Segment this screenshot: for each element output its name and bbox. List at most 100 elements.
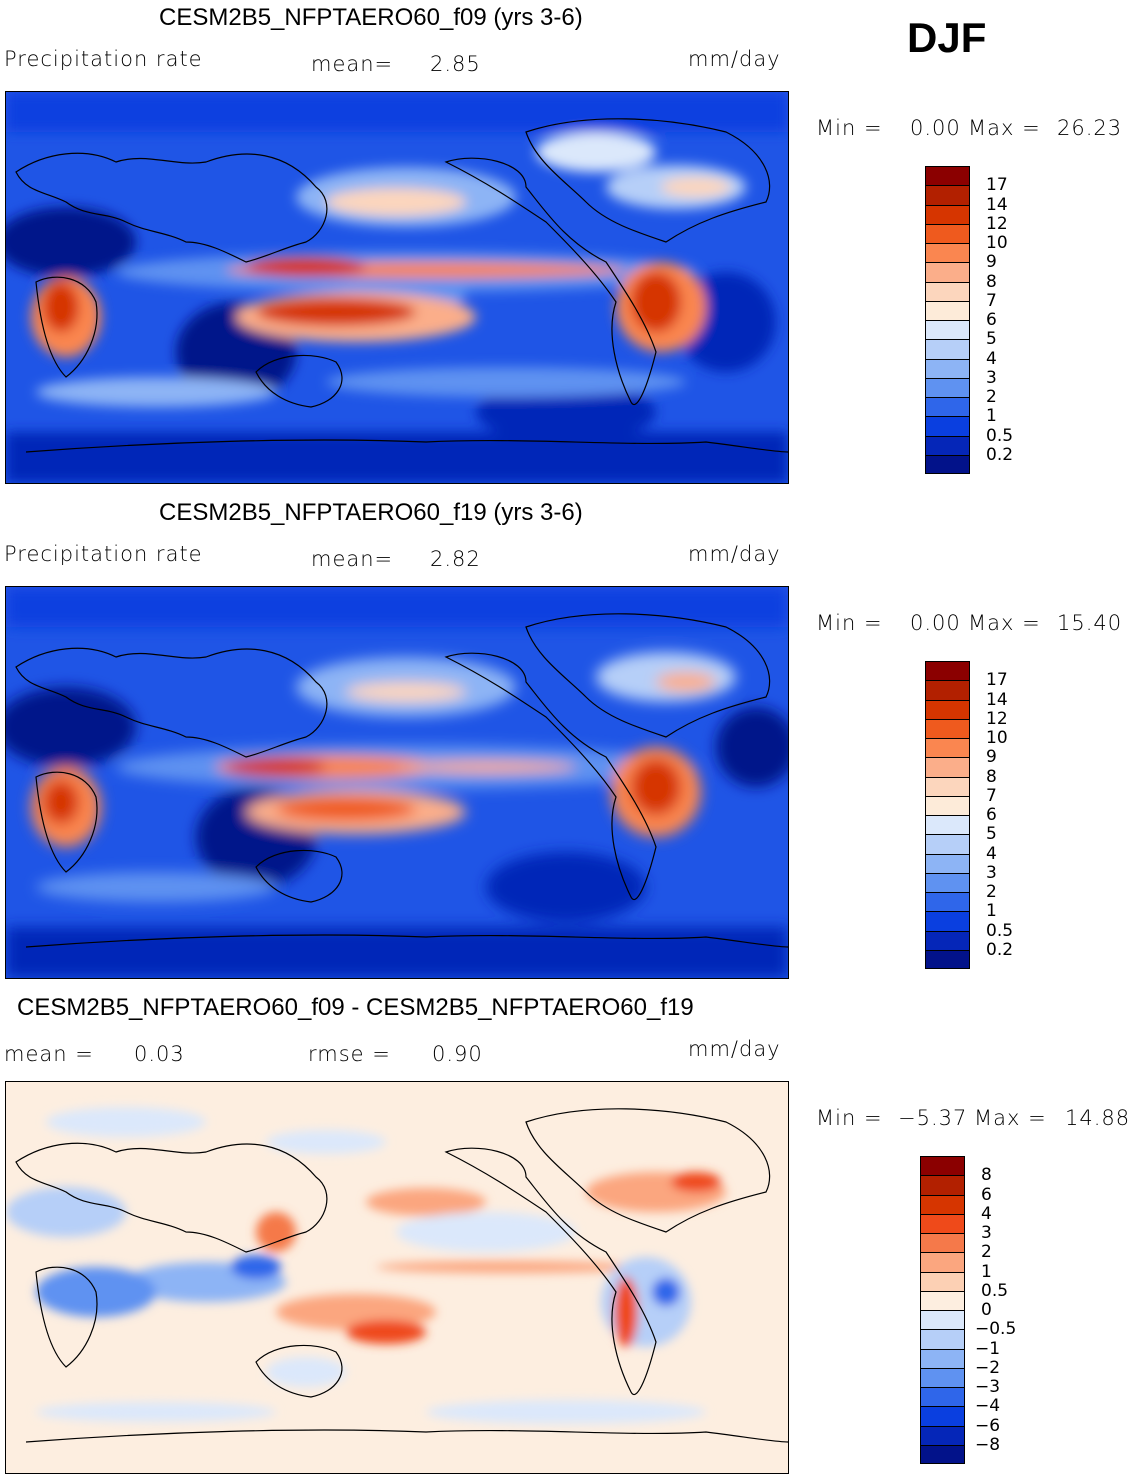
colorbar-tick-label: 5 <box>986 329 997 350</box>
colorbar-swatch <box>925 815 970 835</box>
panel-middle-max-value: 15.40 <box>1057 611 1123 635</box>
colorbar-tick-label: 0.2 <box>986 444 1014 465</box>
colorbar-swatch <box>925 339 970 359</box>
colorbar-swatch <box>920 1444 965 1464</box>
colorbar-tick-label: −4 <box>975 1396 1001 1417</box>
colorbar-swatch <box>925 680 970 700</box>
colorbar-swatch <box>920 1367 965 1387</box>
panel-top-mean-label: mean= <box>311 52 394 76</box>
panel-diff-min-value: −5.37 <box>898 1106 968 1130</box>
panel-middle-variable: Precipitation rate <box>4 542 203 566</box>
colorbar-swatch <box>925 738 970 758</box>
colorbar-tick-label: −1 <box>975 1338 1001 1359</box>
panel-top-variable: Precipitation rate <box>4 47 203 71</box>
colorbar-tick-label: 1 <box>986 406 997 427</box>
colorbar-tick-label: 2 <box>986 387 997 407</box>
panel-diff-max-label: Max = <box>974 1106 1047 1130</box>
colorbar-tick-label: 14 <box>986 194 1008 215</box>
panel-top-map-svg <box>6 92 788 483</box>
colorbar-tick-label: 2 <box>981 1242 992 1263</box>
colorbar-swatch <box>925 757 970 777</box>
colorbar-tick-label: 17 <box>986 175 1008 196</box>
panel-top-coastlines <box>15 118 788 453</box>
panel-middle-min-value: 0.00 <box>910 611 961 635</box>
colorbar-swatch <box>925 911 970 931</box>
colorbar-tick-label: 9 <box>986 252 997 273</box>
colorbar-tick-label: 0.5 <box>986 425 1014 446</box>
panel-middle-mean-value: 2.82 <box>430 547 481 571</box>
colorbar-tick-label: 4 <box>981 1203 992 1224</box>
colorbar-tick-label: −6 <box>975 1415 1001 1436</box>
panel-middle-colorbar: 17 14 12 10 9 8 7 6 5 4 3 2 1 0.5 0.2 <box>925 661 1035 969</box>
colorbar-swatch <box>920 1271 965 1291</box>
panel-diff-rmse-value: 0.90 <box>432 1042 483 1066</box>
colorbar-tick-label: 6 <box>986 805 997 825</box>
panel-diff-units: mm/day <box>688 1037 781 1061</box>
colorbar-swatch <box>925 892 970 912</box>
colorbar-swatch <box>925 281 970 301</box>
colorbar-tick-label: 9 <box>986 747 997 768</box>
panel-top-min-value: 0.00 <box>910 116 961 140</box>
colorbar-tick-label: 0.5 <box>981 1280 1009 1301</box>
colorbar-swatch <box>925 320 970 340</box>
colorbar-swatch <box>925 718 970 738</box>
colorbar-tick-label: 7 <box>986 785 997 806</box>
panel-middle-max-label: Max = <box>968 611 1041 635</box>
colorbar-tick-label: 12 <box>986 213 1008 234</box>
colorbar-tick-label: 0.5 <box>986 920 1014 941</box>
colorbar-swatch <box>925 204 970 224</box>
colorbar-swatch <box>925 262 970 282</box>
colorbar-swatch <box>925 377 970 397</box>
colorbar-tick-label: 1 <box>981 1261 992 1282</box>
colorbar-swatch <box>920 1213 965 1233</box>
colorbar-tick-label: 8 <box>986 766 997 787</box>
colorbar-swatch <box>925 243 970 263</box>
colorbar-swatch <box>925 358 970 378</box>
panel-top-colorbar: 17 14 12 10 9 8 7 6 5 4 3 2 1 0.5 0.2 <box>925 166 1035 474</box>
colorbar-swatch <box>920 1406 965 1426</box>
colorbar-swatch <box>925 435 970 455</box>
panel-middle-coastlines <box>15 613 788 948</box>
colorbar-tick-label: 3 <box>986 862 997 883</box>
colorbar-swatch <box>925 300 970 320</box>
colorbar-swatch <box>925 872 970 892</box>
panel-top-max-label: Max = <box>968 116 1041 140</box>
colorbar-swatch <box>925 795 970 815</box>
colorbar-swatch <box>920 1387 965 1407</box>
colorbar-tick-label: 14 <box>986 689 1008 710</box>
colorbar-swatch <box>925 661 970 681</box>
panel-top-mean-value: 2.85 <box>430 52 481 76</box>
colorbar-tick-label: 6 <box>986 310 997 330</box>
colorbar-tick-label: 4 <box>986 843 997 864</box>
colorbar-tick-label: 10 <box>986 233 1008 253</box>
colorbar-tick-label: 10 <box>986 728 1008 748</box>
colorbar-swatch <box>925 223 970 243</box>
panel-diff-mean-label: mean = <box>4 1042 94 1066</box>
colorbar-swatch <box>925 699 970 719</box>
colorbar-tick-label: 7 <box>986 290 997 311</box>
colorbar-tick-label: 3 <box>986 367 997 388</box>
colorbar-tick-label: 0.2 <box>986 939 1014 960</box>
colorbar-tick-label: 2 <box>986 882 997 902</box>
colorbar-tick-label: 12 <box>986 708 1008 729</box>
panel-middle-mean-label: mean= <box>311 547 394 571</box>
panel-diff-colorbar: 8 6 4 3 2 1 0.5 0 −0.5 −1 −2 −3 −4 −6 −8 <box>920 1156 1030 1464</box>
panel-diff-map-svg <box>6 1082 788 1473</box>
panel-diff-coastlines <box>15 1108 788 1443</box>
colorbar-swatch <box>925 454 970 474</box>
panel-diff-map <box>5 1081 789 1474</box>
panel-diff-min-label: Min = <box>816 1106 883 1130</box>
colorbar-swatch <box>925 416 970 436</box>
panel-diff-title: CESM2B5_NFPTAERO60_f09 - CESM2B5_NFPTAER… <box>17 994 694 1021</box>
colorbar-swatch <box>920 1310 965 1330</box>
colorbar-swatch <box>920 1175 965 1195</box>
colorbar-swatch <box>925 853 970 873</box>
panel-diff-mean-value: 0.03 <box>134 1042 185 1066</box>
colorbar-swatch <box>925 185 970 205</box>
colorbar-tick-label: 8 <box>981 1165 992 1186</box>
colorbar-tick-label: 8 <box>986 271 997 292</box>
panel-top-max-value: 26.23 <box>1057 116 1123 140</box>
colorbar-tick-label: −2 <box>975 1357 1001 1378</box>
colorbar-swatch <box>925 949 970 969</box>
panel-diff-rmse-label: rmse = <box>308 1042 391 1066</box>
